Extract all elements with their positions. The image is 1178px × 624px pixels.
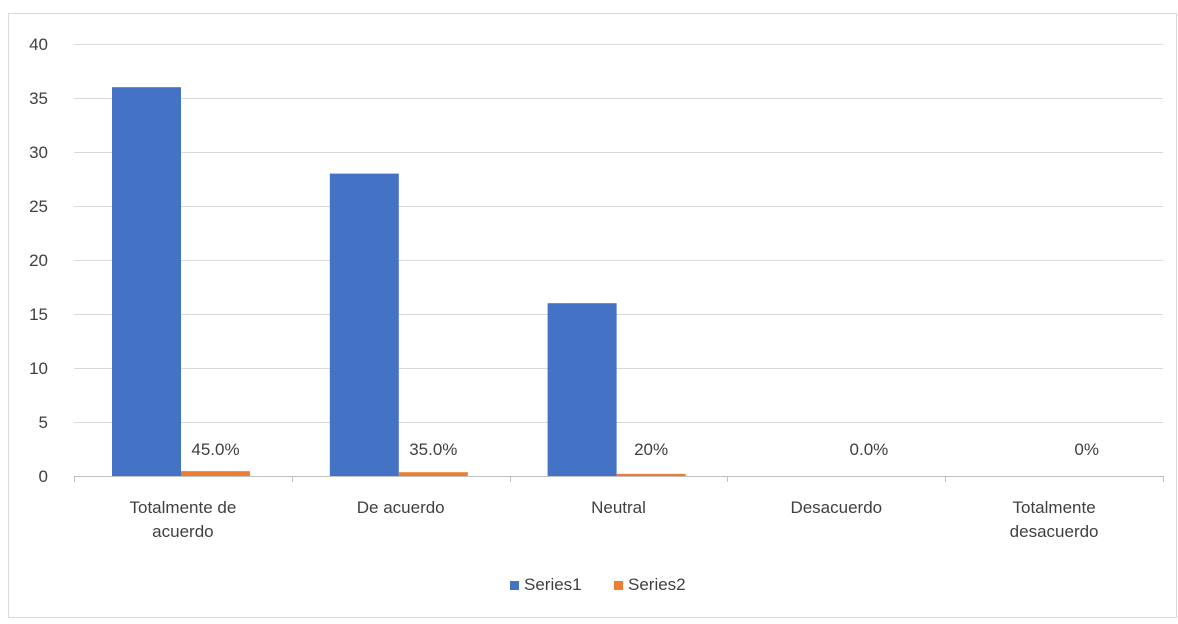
axes: 0 5 10 15 20 25 30 35 40 (29, 35, 1164, 486)
y-tick-label: 10 (29, 359, 48, 378)
data-label: 0.0% (850, 440, 889, 459)
y-tick-label: 0 (39, 467, 48, 486)
y-tick-label: 20 (29, 251, 48, 270)
bars (112, 87, 686, 476)
legend-label: Series1 (524, 575, 582, 594)
data-label: 45.0% (191, 440, 239, 459)
bar-series1 (547, 303, 617, 476)
bar-series1 (112, 87, 181, 476)
y-tick-label: 30 (29, 143, 48, 162)
legend-label: Series2 (628, 575, 686, 594)
y-tick-label: 40 (29, 35, 48, 54)
y-tick-label: 5 (39, 413, 48, 432)
legend-swatch (510, 581, 519, 590)
legend: Series1 Series2 (510, 575, 686, 594)
bar-series1 (329, 173, 399, 476)
data-label: 20% (634, 440, 668, 459)
x-tick-label: Totalmente de acuerdo (130, 498, 237, 541)
y-tick-label: 15 (29, 305, 48, 324)
legend-swatch (614, 581, 623, 590)
bar-series2 (398, 472, 468, 476)
bar-series2 (616, 473, 686, 476)
bar-series2 (181, 471, 250, 476)
x-tick-label: Neutral (591, 498, 646, 517)
gridlines (74, 44, 1163, 423)
y-tick-label: 35 (29, 89, 48, 108)
data-labels: Totalmente de acuerdo De acuerdo Neutral Des… (130, 440, 1099, 541)
y-tick-label: 25 (29, 197, 48, 216)
data-label: 0% (1074, 440, 1099, 459)
x-tick-label: Totalmente desacuerdo (1010, 498, 1099, 541)
x-tick-label: Desacuerdo (790, 498, 882, 517)
data-label: 35.0% (409, 440, 457, 459)
x-tick-label: De acuerdo (357, 498, 445, 517)
